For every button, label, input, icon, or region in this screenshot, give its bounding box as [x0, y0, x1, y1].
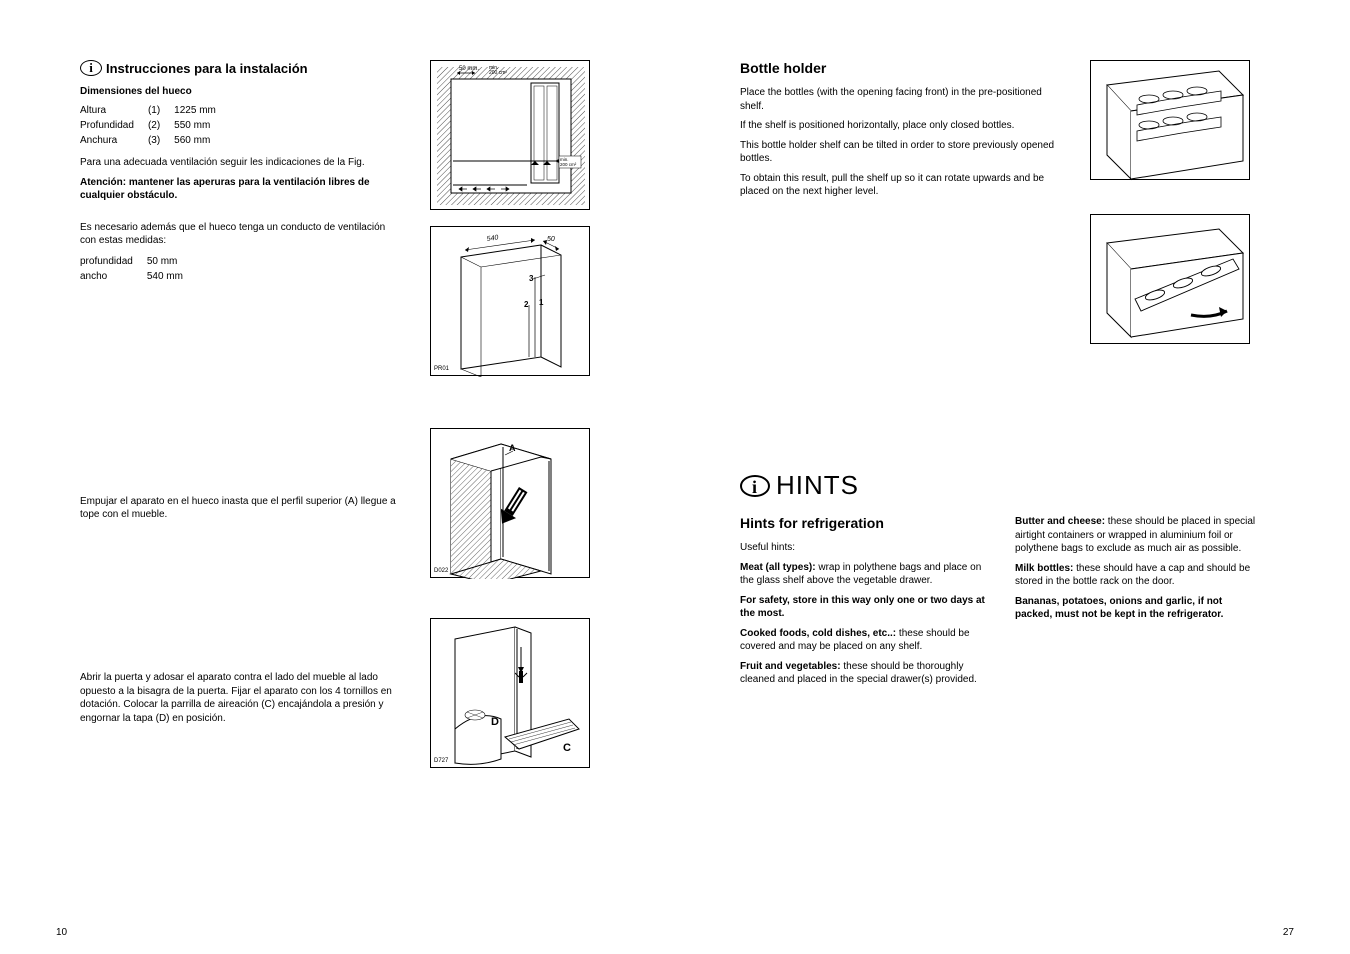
cooked-hint: Cooked foods, cold dishes, etc..: these …: [740, 627, 985, 654]
bottle-title: Bottle holder: [740, 60, 1060, 76]
vent-warning: Atención: mantener las aperuras para la …: [80, 176, 400, 203]
push-note: Empujar el aparato en el hueco inasta qu…: [80, 495, 400, 522]
useful-hints: Useful hints:: [740, 541, 985, 555]
bottle-p2: If the shelf is positioned horizontally,…: [740, 119, 1060, 133]
figure-fix: D C: [430, 618, 590, 768]
fig-label: D022: [434, 568, 448, 574]
svg-text:D: D: [491, 716, 499, 728]
figure-bottle-flat: [1090, 60, 1250, 180]
install-row: i Instrucciones para la instalación Dime…: [80, 60, 600, 392]
install-text-col: i Instrucciones para la instalación Dime…: [80, 60, 400, 392]
bottle-fig-col: [1090, 60, 1260, 360]
bottle-text-col: Bottle holder Place the bottles (with th…: [740, 60, 1060, 360]
svg-text:200 cm²: 200 cm²: [489, 70, 507, 76]
dims-table: Altura(1)1225 mm Profundidad(2)550 mm An…: [80, 103, 230, 148]
figure-bottle-tilt: [1090, 214, 1250, 344]
push-text-col: Empujar el aparato en el hueco inasta qu…: [80, 428, 400, 594]
vent-note: Para una adecuada ventilación seguir les…: [80, 156, 400, 170]
bottle-p4: To obtain this result, pull the shelf up…: [740, 172, 1060, 199]
info-icon: i: [80, 60, 102, 76]
fix-note: Abrir la puerta y adosar el aparato cont…: [80, 671, 400, 725]
hints-col-left: Hints for refrigeration Useful hints: Me…: [740, 515, 985, 693]
table-row: ancho540 mm: [80, 269, 197, 284]
bananas-hint: Bananas, potatoes, onions and garlic, if…: [1015, 595, 1260, 622]
bottle-p3: This bottle holder shelf can be tilted i…: [740, 139, 1060, 166]
info-icon: i: [740, 475, 770, 497]
hints-columns: Hints for refrigeration Useful hints: Me…: [740, 515, 1260, 693]
duct-table: profundidad50 mm ancho540 mm: [80, 254, 197, 284]
svg-text:1: 1: [539, 298, 544, 307]
bottle-row: Bottle holder Place the bottles (with th…: [740, 60, 1260, 360]
butter-hint: Butter and cheese: these should be place…: [1015, 515, 1260, 556]
figure-ventilation: min. 200 cm² 50 mm. min. 200 cm²: [430, 60, 590, 210]
left-page: i Instrucciones para la instalación Dime…: [40, 30, 640, 890]
right-page: Bottle holder Place the bottles (with th…: [700, 30, 1300, 890]
page-number-left: 10: [56, 927, 67, 938]
hints-col-right: Butter and cheese: these should be place…: [1015, 515, 1260, 693]
svg-text:540: 540: [486, 234, 499, 243]
hints-section: i HINTS Hints for refrigeration Useful h…: [740, 470, 1260, 693]
fig-label: PR01: [434, 366, 449, 372]
install-title: Instrucciones para la instalación: [106, 61, 308, 76]
fix-fig-col: D C: [430, 618, 600, 784]
hints-title: HINTS: [776, 470, 859, 501]
table-row: profundidad50 mm: [80, 254, 197, 269]
hints-sub: Hints for refrigeration: [740, 515, 985, 531]
page-number-right: 27: [1283, 927, 1294, 938]
svg-text:200 cm²: 200 cm²: [560, 162, 577, 167]
svg-text:C: C: [563, 742, 571, 754]
milk-hint: Milk bottles: these should have a cap an…: [1015, 562, 1260, 589]
push-row: Empujar el aparato en el hueco inasta qu…: [80, 428, 600, 594]
push-fig-col: A D022: [430, 428, 600, 594]
table-row: Anchura(3)560 mm: [80, 133, 230, 148]
bottle-p1: Place the bottles (with the opening faci…: [740, 86, 1060, 113]
dims-heading: Dimensiones del hueco: [80, 86, 400, 97]
fix-text-col: Abrir la puerta y adosar el aparato cont…: [80, 618, 400, 784]
figure-duct: 540 50 1 2 3 PR01: [430, 226, 590, 376]
meat-hint: Meat (all types): wrap in polythene bags…: [740, 561, 985, 588]
table-row: Profundidad(2)550 mm: [80, 118, 230, 133]
install-heading: i Instrucciones para la instalación: [80, 60, 400, 76]
svg-text:50 mm.: 50 mm.: [459, 66, 479, 72]
table-row: Altura(1)1225 mm: [80, 103, 230, 118]
fix-row: Abrir la puerta y adosar el aparato cont…: [80, 618, 600, 784]
hints-heading: i HINTS: [740, 470, 1260, 501]
svg-text:2: 2: [524, 300, 529, 309]
safety-hint: For safety, store in this way only one o…: [740, 594, 985, 621]
fig-label: D727: [434, 758, 448, 764]
duct-note: Es necesario además que el hueco tenga u…: [80, 221, 400, 248]
install-fig-col: min. 200 cm² 50 mm. min. 200 cm²: [430, 60, 600, 392]
svg-text:3: 3: [529, 274, 534, 283]
figure-push: A D022: [430, 428, 590, 578]
fruit-hint: Fruit and vegetables: these should be th…: [740, 660, 985, 687]
svg-text:50: 50: [547, 236, 555, 243]
